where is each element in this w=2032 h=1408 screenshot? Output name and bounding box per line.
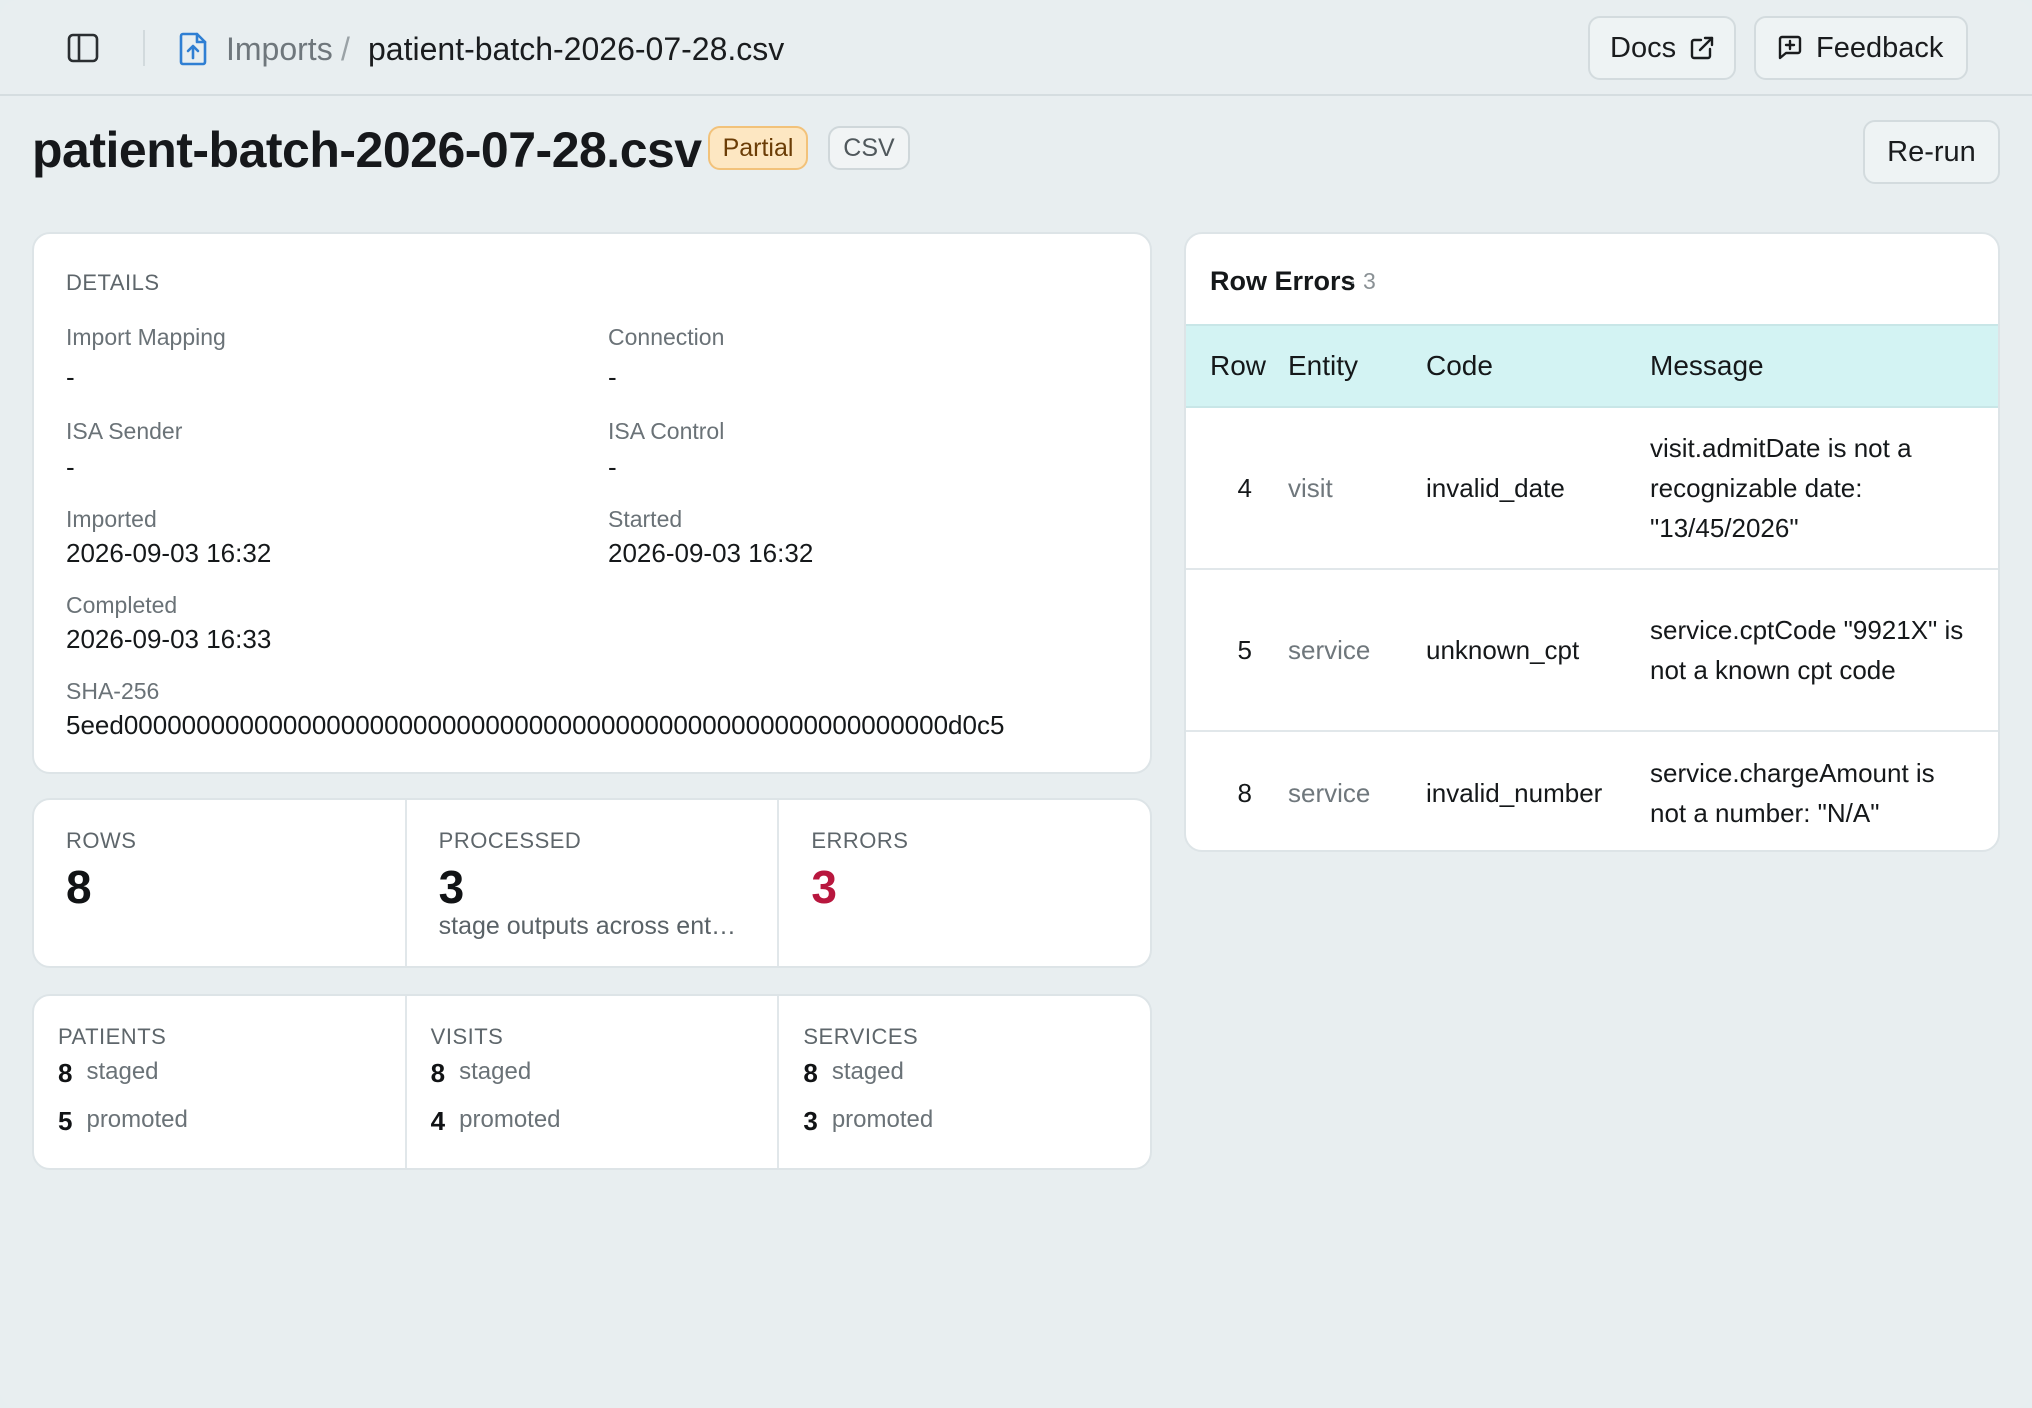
promoted-count: 4 (430, 1106, 446, 1136)
import-mapping-value: - (66, 362, 75, 392)
completed-value: 2026-09-03 16:33 (66, 624, 272, 654)
cell-message: service.chargeAmount is not a number: "N… (1650, 757, 1935, 828)
isa-control-label: ISA Control (608, 418, 725, 444)
connection-value: - (608, 362, 617, 392)
column-header-entity: Entity (1288, 324, 1426, 408)
cell-code: invalid_number (1426, 777, 1603, 808)
stats-card: ROWS 8 PROCESSED 3 stage outputs across … (32, 798, 1152, 968)
started-label: Started (608, 506, 683, 532)
completed-label: Completed (66, 592, 178, 618)
imported-label: Imported (66, 506, 157, 532)
breadcrumb-imports-link[interactable]: Imports (226, 31, 333, 67)
entity-visits-staged: 8 staged (431, 1058, 532, 1089)
docs-button-label: Docs (1610, 31, 1677, 64)
row-errors-title: Row Errors (1210, 266, 1356, 296)
cell-entity: visit (1288, 407, 1426, 570)
staged-label: staged (831, 1058, 904, 1085)
row-errors-card: Row Errors · 3 Row Entity Code Message 4… (1184, 232, 2000, 852)
entity-services-label: SERVICES (803, 1024, 919, 1049)
details-card: DETAILS Import Mapping - Connection - IS… (32, 232, 1152, 774)
entity-patients: PATIENTS 8 staged 5 promoted (34, 996, 407, 1168)
entity-patients-label: PATIENTS (58, 1024, 167, 1049)
table-row[interactable]: 5 service unknown_cpt service.cptCode "9… (1186, 569, 1998, 732)
table-row[interactable]: 8 service invalid_number service.chargeA… (1186, 731, 1998, 850)
docs-button[interactable]: Docs (1588, 16, 1736, 80)
column-header-code: Code (1426, 324, 1650, 408)
stat-processed-value: 3 (438, 861, 465, 913)
import-mapping-label: Import Mapping (66, 324, 226, 350)
sha256-value: 5eed000000000000000000000000000000000000… (66, 710, 1005, 740)
promoted-count: 5 (58, 1106, 73, 1136)
cell-message: service.cptCode "9921X" is not a known c… (1650, 569, 1998, 732)
started-value: 2026-09-03 16:32 (608, 538, 814, 568)
entity-patients-staged: 8 staged (58, 1058, 159, 1089)
cell-row: 8 (1237, 777, 1252, 808)
table-row[interactable]: 4 visit invalid_date visit.admitDate is … (1186, 407, 1998, 570)
status-badge: Partial (708, 126, 808, 170)
stat-rows-value: 8 (66, 861, 92, 913)
imported-value: 2026-09-03 16:32 (66, 538, 272, 568)
sha256-label: SHA-256 (66, 678, 160, 704)
divider (143, 30, 145, 66)
cell-row: 4 (1186, 407, 1288, 570)
feedback-button[interactable]: Feedback (1754, 16, 1968, 80)
entity-services: SERVICES 8 staged 3 promoted (779, 996, 1150, 1168)
file-upload-icon (178, 30, 210, 66)
stat-errors: ERRORS 3 (779, 800, 1150, 966)
staged-count: 8 (58, 1058, 73, 1088)
promoted-count: 3 (803, 1106, 818, 1136)
promoted-label: promoted (459, 1106, 561, 1133)
sidebar-toggle-icon[interactable] (66, 32, 100, 64)
entity-visits-promoted: 4 promoted (431, 1106, 561, 1137)
row-errors-table: Row Entity Code Message 4 visit invalid_… (1186, 324, 1998, 850)
stat-errors-label: ERRORS (811, 828, 909, 853)
page-title: patient-batch-2026-07-28.csv (32, 122, 702, 178)
cell-entity: service (1288, 777, 1371, 808)
entity-patients-promoted: 5 promoted (58, 1106, 188, 1137)
connection-label: Connection (608, 324, 725, 350)
staged-label: staged (459, 1058, 532, 1085)
cell-code: unknown_cpt (1426, 569, 1650, 732)
isa-sender-label: ISA Sender (66, 418, 183, 444)
entities-card: PATIENTS 8 staged 5 promoted VISITS 8 st… (32, 994, 1152, 1170)
file-type-badge: CSV (828, 126, 910, 170)
stat-processed: PROCESSED 3 stage outputs across ent… (407, 800, 780, 966)
stat-rows: ROWS 8 (34, 800, 407, 966)
cell-entity: service (1288, 569, 1426, 732)
column-header-message: Message (1650, 324, 1998, 408)
details-section-label: DETAILS (66, 270, 160, 295)
entity-visits: VISITS 8 staged 4 promoted (407, 996, 780, 1168)
stat-errors-value: 3 (811, 861, 837, 913)
isa-control-value: - (608, 452, 617, 482)
external-link-icon (1688, 34, 1716, 62)
stat-rows-label: ROWS (66, 828, 137, 853)
staged-label: staged (86, 1058, 159, 1085)
stat-processed-subtext: stage outputs across ent… (438, 912, 737, 940)
cell-row: 5 (1186, 569, 1288, 732)
entity-visits-label: VISITS (430, 1024, 504, 1049)
column-header-row: Row (1186, 324, 1288, 408)
staged-count: 8 (430, 1058, 446, 1088)
entity-services-staged: 8 staged (803, 1058, 904, 1089)
breadcrumb-current: patient-batch-2026-07-28.csv (368, 31, 785, 67)
row-errors-count: · 3 (1349, 268, 1376, 294)
staged-count: 8 (803, 1058, 818, 1088)
isa-sender-value: - (66, 452, 75, 482)
promoted-label: promoted (831, 1106, 934, 1133)
table-header-row: Row Entity Code Message (1186, 324, 1998, 408)
cell-message: visit.admitDate is not a recognizable da… (1650, 407, 1998, 570)
top-bar: Imports / patient-batch-2026-07-28.csv D… (0, 0, 2032, 96)
cell-code: invalid_date (1426, 407, 1650, 570)
entity-services-promoted: 3 promoted (803, 1106, 933, 1137)
promoted-label: promoted (86, 1106, 188, 1133)
feedback-button-label: Feedback (1816, 31, 1944, 64)
message-plus-icon (1776, 34, 1804, 62)
breadcrumb-separator: / (341, 31, 350, 67)
stat-processed-label: PROCESSED (438, 828, 582, 853)
rerun-button[interactable]: Re-run (1863, 120, 2000, 184)
